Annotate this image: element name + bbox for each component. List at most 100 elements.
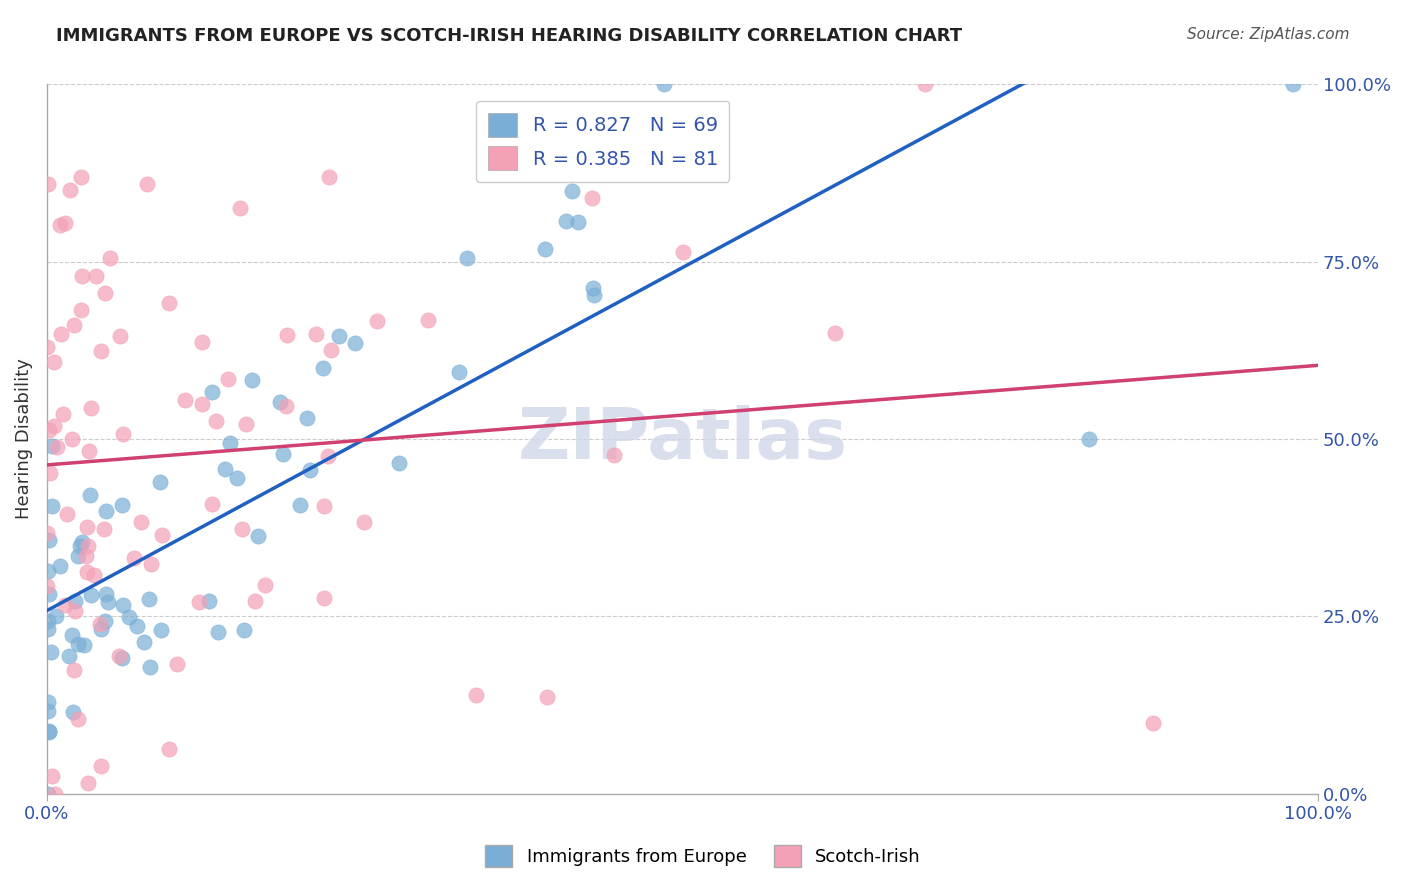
Point <box>118 610 141 624</box>
Point <box>188 594 211 608</box>
Point <box>1142 715 1164 730</box>
Point <box>582 281 605 295</box>
Point <box>38 533 60 547</box>
Point <box>80 588 103 602</box>
Point <box>135 178 157 192</box>
Point <box>77 539 100 553</box>
Point <box>53 216 76 230</box>
Point <box>42 418 65 433</box>
Point <box>70 169 93 184</box>
Point <box>149 475 172 490</box>
Point <box>108 649 131 664</box>
Point <box>581 191 603 205</box>
Point <box>38 587 60 601</box>
Legend: R = 0.827   N = 69, R = 0.385   N = 81: R = 0.827 N = 69, R = 0.385 N = 81 <box>477 102 730 182</box>
Point <box>1281 78 1303 92</box>
Point <box>166 657 188 671</box>
Point <box>67 549 90 563</box>
Point <box>45 609 67 624</box>
Point <box>60 433 83 447</box>
Point <box>90 759 112 773</box>
Point <box>1078 432 1101 446</box>
Point <box>77 443 100 458</box>
Point <box>328 329 350 343</box>
Point <box>44 787 66 801</box>
Point <box>49 219 72 233</box>
Point <box>603 448 626 462</box>
Point <box>319 343 342 358</box>
Point <box>70 535 93 549</box>
Point <box>37 564 59 578</box>
Point <box>418 313 440 327</box>
Point <box>39 467 62 481</box>
Point <box>37 695 59 709</box>
Point <box>201 385 224 400</box>
Point <box>254 578 277 592</box>
Point <box>94 504 117 518</box>
Point <box>582 287 605 301</box>
Point <box>76 520 98 534</box>
Point <box>70 302 93 317</box>
Point <box>232 623 254 637</box>
Point <box>138 591 160 606</box>
Point <box>276 327 298 342</box>
Point <box>824 326 846 340</box>
Point <box>297 410 319 425</box>
Point <box>353 515 375 529</box>
Point <box>53 599 76 613</box>
Point <box>554 214 576 228</box>
Point <box>672 244 695 259</box>
Point <box>198 594 221 608</box>
Point <box>207 625 229 640</box>
Point <box>205 414 228 428</box>
Point <box>217 371 239 385</box>
Point <box>35 340 58 354</box>
Point <box>111 651 134 665</box>
Point <box>83 568 105 582</box>
Point <box>388 457 411 471</box>
Point <box>465 689 488 703</box>
Point <box>149 624 172 638</box>
Point <box>38 725 60 739</box>
Point <box>214 462 236 476</box>
Point <box>111 426 134 441</box>
Point <box>191 335 214 350</box>
Point <box>269 395 291 409</box>
Point <box>39 645 62 659</box>
Point <box>37 704 59 718</box>
Point <box>90 622 112 636</box>
Point <box>90 343 112 358</box>
Y-axis label: Hearing Disability: Hearing Disability <box>15 359 32 519</box>
Point <box>97 595 120 609</box>
Point <box>561 184 583 198</box>
Point <box>456 251 478 265</box>
Point <box>108 328 131 343</box>
Point <box>73 638 96 652</box>
Point <box>93 522 115 536</box>
Point <box>298 463 321 477</box>
Text: Source: ZipAtlas.com: Source: ZipAtlas.com <box>1187 27 1350 42</box>
Point <box>536 690 558 705</box>
Point <box>69 540 91 554</box>
Point <box>41 439 63 453</box>
Point <box>111 598 134 612</box>
Point <box>124 550 146 565</box>
Point <box>274 399 297 413</box>
Point <box>62 706 84 720</box>
Point <box>231 522 253 536</box>
Point <box>94 587 117 601</box>
Point <box>55 508 77 522</box>
Point <box>191 397 214 411</box>
Point <box>314 591 336 606</box>
Text: IMMIGRANTS FROM EUROPE VS SCOTCH-IRISH HEARING DISABILITY CORRELATION CHART: IMMIGRANTS FROM EUROPE VS SCOTCH-IRISH H… <box>56 27 962 45</box>
Point <box>49 559 72 574</box>
Point <box>129 515 152 529</box>
Point <box>63 663 86 677</box>
Point <box>66 713 89 727</box>
Point <box>63 604 86 618</box>
Point <box>240 373 263 387</box>
Point <box>150 528 173 542</box>
Point <box>366 314 388 328</box>
Point <box>613 145 636 159</box>
Point <box>94 614 117 628</box>
